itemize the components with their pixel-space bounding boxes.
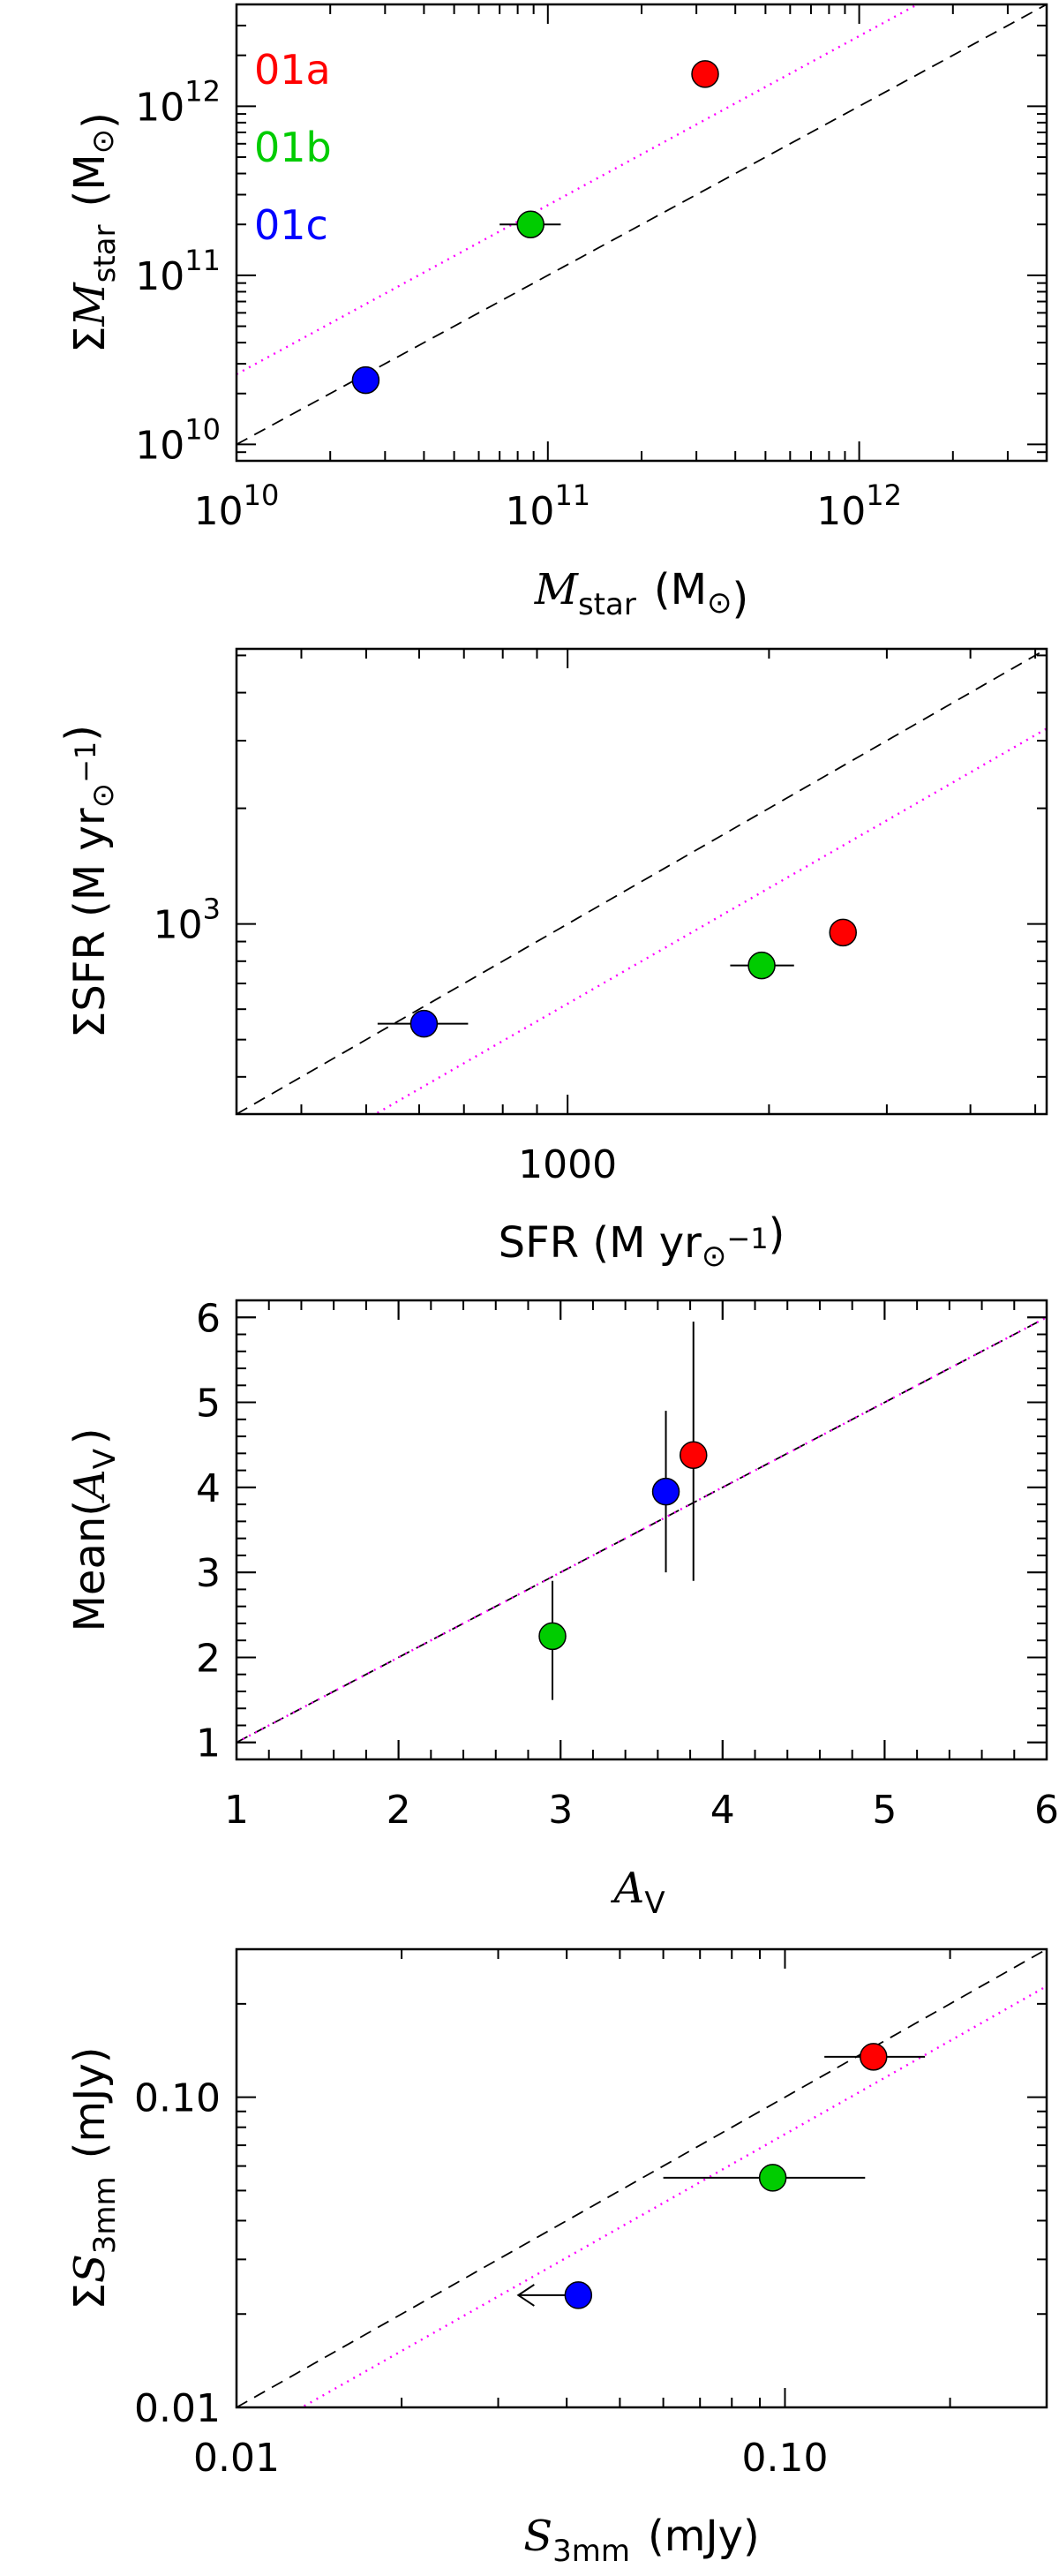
offset-dotted-line <box>299 1985 1047 2407</box>
plot-area <box>237 1949 1047 2407</box>
y-axis-label: ΣSFR (M yr⊙−1) <box>56 725 121 1038</box>
one-to-one-line <box>237 649 1047 1114</box>
offset-dotted-line <box>372 727 1047 1114</box>
x-axis-label: AV <box>611 1864 670 1921</box>
x-tick-label: 3 <box>548 1788 573 1833</box>
y-tick-label: 3 <box>196 1551 221 1596</box>
y-tick-label: 103 <box>154 893 221 948</box>
data-point-01c <box>377 1009 469 1038</box>
marker-01a <box>860 2043 888 2071</box>
x-tick-label: 5 <box>872 1788 897 1833</box>
marker-01c <box>651 1477 680 1506</box>
axes-frame <box>235 3 1048 463</box>
data-point-01a <box>691 60 719 88</box>
x-tick-label: 4 <box>710 1788 735 1833</box>
marker-01a <box>691 60 719 88</box>
x-tick-label: 1000 <box>518 1142 617 1187</box>
axes-frame <box>235 1947 1048 2409</box>
data-point-01c <box>651 1411 680 1573</box>
x-tick-label: 0.10 <box>741 2436 828 2481</box>
x-axis-label: SFR (M yr⊙−1) <box>499 1209 785 1274</box>
y-axis-label: ΣS3mm (mJy) <box>65 2047 123 2310</box>
x-tick-label: 2 <box>387 1788 411 1833</box>
arrow-head <box>516 2284 535 2307</box>
panel-3: 1 2 3 4 5 6 1 2 3 4 5 6 AV Mean(AV ) <box>65 1296 1059 1921</box>
data-point-01c <box>351 365 380 395</box>
y-tick-label: 0.01 <box>134 2386 221 2431</box>
panel-2: 1000 103 SFR (M yr⊙−1) ΣSFR (M yr⊙−1) <box>56 647 1048 1274</box>
x-tick-label: 0.01 <box>193 2436 280 2481</box>
x-axis-label: S3mm (mJy) <box>523 2512 760 2569</box>
marker-01c <box>409 1009 439 1038</box>
one-to-one-line <box>237 1949 1047 2407</box>
y-tick-label: 4 <box>196 1466 221 1511</box>
y-tick-label: 2 <box>196 1636 221 1681</box>
marker-01c <box>564 2281 593 2309</box>
marker-01c <box>351 365 380 395</box>
y-tick-label: 1011 <box>135 244 221 299</box>
x-tick-label: 1012 <box>816 478 902 534</box>
y-axis-label: Mean(AV ) <box>65 1428 123 1632</box>
x-axis-label: Mstar (M⊙) <box>534 565 748 623</box>
data-point-01b <box>538 1580 567 1700</box>
y-tick-label: 0.10 <box>134 2076 221 2121</box>
legend-entry-01c: 01c <box>254 201 328 249</box>
panel-4: 0.01 0.10 0.01 0.10 S3mm (mJy) ΣS3mm (mJy) <box>65 1947 1048 2569</box>
marker-01b <box>758 2164 787 2192</box>
marker-01b <box>516 210 545 238</box>
y-tick-label: 1010 <box>135 412 221 468</box>
data-point-01b <box>499 210 561 238</box>
data-point-01a <box>824 2043 926 2071</box>
y-axis-label: ΣMstar (M⊙) <box>65 112 124 353</box>
plot-area <box>237 649 1047 1114</box>
plot-area <box>237 4 1047 446</box>
panel-1: 1010 1011 1012 1010 1011 1012 Mstar (M⊙) ΣMstar… <box>65 3 1048 623</box>
axes-frame <box>235 1299 1048 1761</box>
marker-01b <box>747 951 776 980</box>
legend-entry-01a: 01a <box>254 46 331 94</box>
one-to-one-line <box>237 1316 1047 1744</box>
y-tick-label: 1 <box>196 1721 221 1766</box>
y-tick-label: 1012 <box>135 74 221 130</box>
marker-01a <box>829 918 857 947</box>
y-tick-label: 6 <box>196 1296 221 1341</box>
x-tick-label: 1011 <box>505 478 590 534</box>
y-tick-label: 5 <box>196 1382 221 1427</box>
x-tick-label: 1 <box>224 1788 249 1833</box>
plot-area <box>237 1316 1047 1744</box>
data-point-01a <box>829 918 857 947</box>
legend-entry-01b: 01b <box>254 124 332 171</box>
x-tick-label: 6 <box>1034 1788 1059 1833</box>
data-point-01b <box>730 951 794 980</box>
data-point-01a <box>680 1322 708 1581</box>
marker-01a <box>680 1441 708 1470</box>
axes-frame <box>235 647 1048 1116</box>
data-point-01b <box>663 2164 866 2192</box>
x-tick-label: 1010 <box>194 478 280 534</box>
marker-01b <box>538 1622 567 1651</box>
offset-dotted-line <box>237 4 920 376</box>
data-point-01c <box>516 2281 593 2309</box>
